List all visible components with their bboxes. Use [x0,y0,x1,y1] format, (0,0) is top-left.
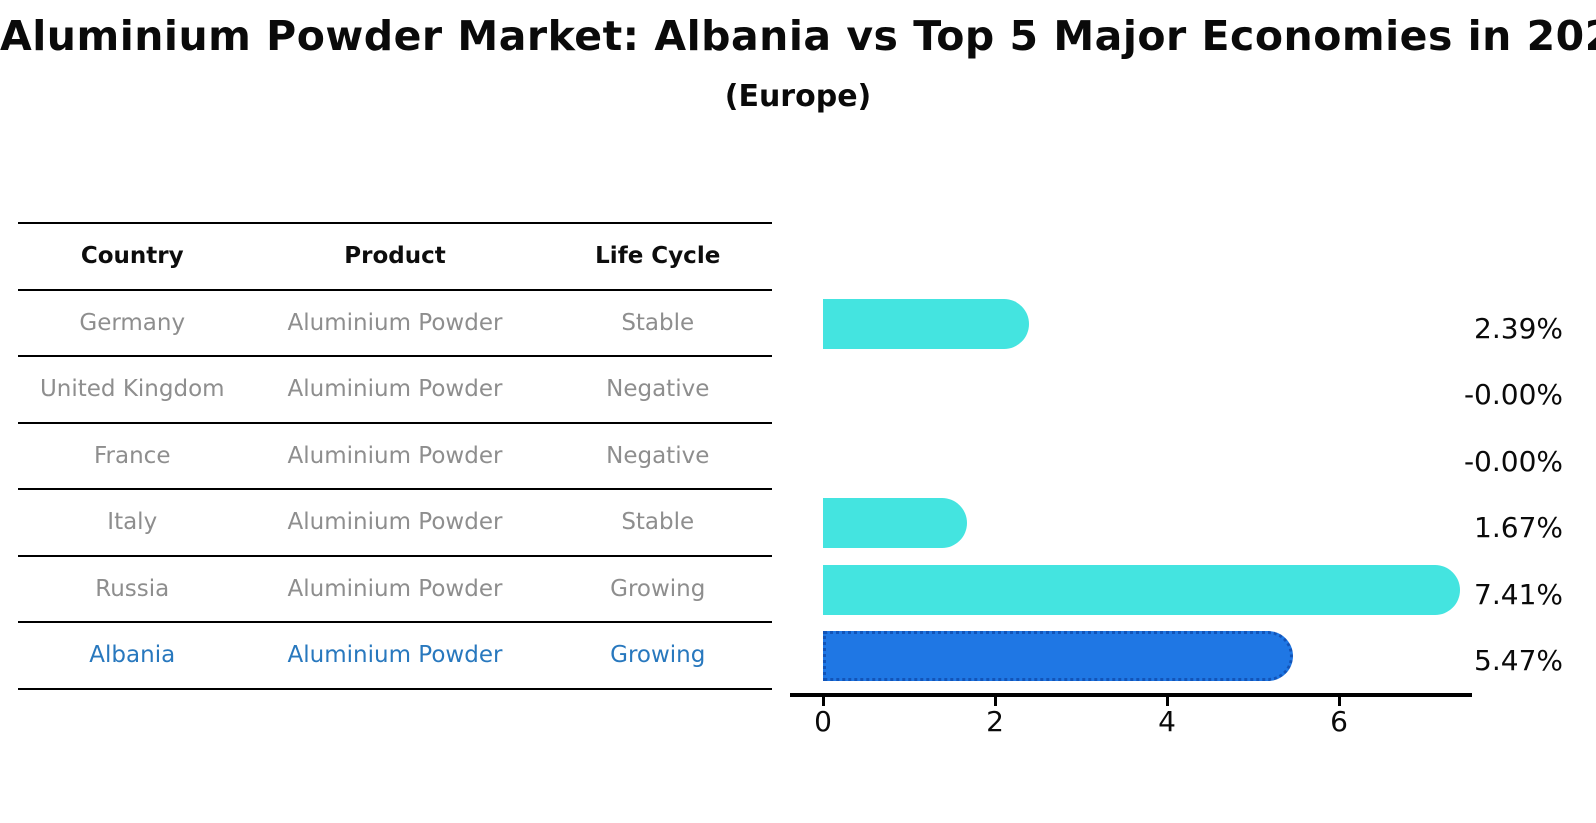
chart-subtitle: (Europe) [724,79,872,114]
table-row-france: France Aluminium Powder Negative [18,424,772,490]
column-header-country: Country [80,243,184,270]
x-tick-mark-0 [822,696,825,706]
x-tick-mark-2 [994,696,997,706]
table-row-albania: Albania Aluminium Powder Growing [18,623,772,690]
cell-product: Aluminium Powder [287,442,503,469]
cell-lifecycle: Growing [610,642,706,669]
value-label-italy: 1.67% [1474,511,1563,545]
bar-albania [823,631,1294,682]
cell-country: Italy [107,509,158,536]
x-tick-mark-6 [1338,696,1341,706]
value-label-germany: 2.39% [1474,311,1563,345]
x-tick-label-6: 6 [1330,705,1348,738]
x-tick-mark-4 [1166,696,1169,706]
table-header-row: Country Product Life Cycle [18,224,772,291]
cell-country: United Kingdom [39,376,225,403]
chart-title: Aluminium Powder Market: Albania vs Top … [0,12,1596,60]
value-label-france: -0.00% [1463,444,1563,478]
cell-country: Russia [95,575,170,602]
cell-product: Aluminium Powder [287,509,503,536]
cell-country: France [94,442,171,469]
cell-lifecycle: Negative [606,442,710,469]
table-row-germany: Germany Aluminium Powder Stable [18,291,772,357]
comparison-table: Country Product Life Cycle Germany Alumin… [18,222,772,690]
cell-lifecycle: Stable [621,509,695,536]
x-tick-label-4: 4 [1158,705,1176,738]
cell-country: Germany [79,309,186,336]
bar-russia [823,564,1461,615]
x-axis-line [790,693,1472,697]
value-label-united-kingdom: -0.00% [1463,378,1563,412]
x-tick-label-2: 2 [986,705,1004,738]
column-header-lifecycle: Life Cycle [595,243,721,270]
cell-lifecycle: Growing [610,575,706,602]
table-body: Germany Aluminium Powder Stable United King… [18,291,772,690]
cell-lifecycle: Negative [606,376,710,403]
cell-product: Aluminium Powder [287,575,503,602]
x-tick-label-0: 0 [814,705,832,738]
table-row-russia: Russia Aluminium Powder Growing [18,557,772,623]
column-header-product: Product [344,243,446,270]
value-label-russia: 7.41% [1474,577,1563,611]
bar-italy [823,498,967,549]
cell-product: Aluminium Powder [287,376,503,403]
cell-country: Albania [89,642,176,669]
table-row-italy: Italy Aluminium Powder Stable [18,490,772,557]
cell-product: Aluminium Powder [287,309,503,336]
value-label-albania: 5.47% [1474,644,1563,678]
table-row-united-kingdom: United Kingdom Aluminium Powder Negative [18,357,772,424]
cell-lifecycle: Stable [621,309,695,336]
bar-germany [823,298,1029,349]
cell-product: Aluminium Powder [287,642,503,669]
